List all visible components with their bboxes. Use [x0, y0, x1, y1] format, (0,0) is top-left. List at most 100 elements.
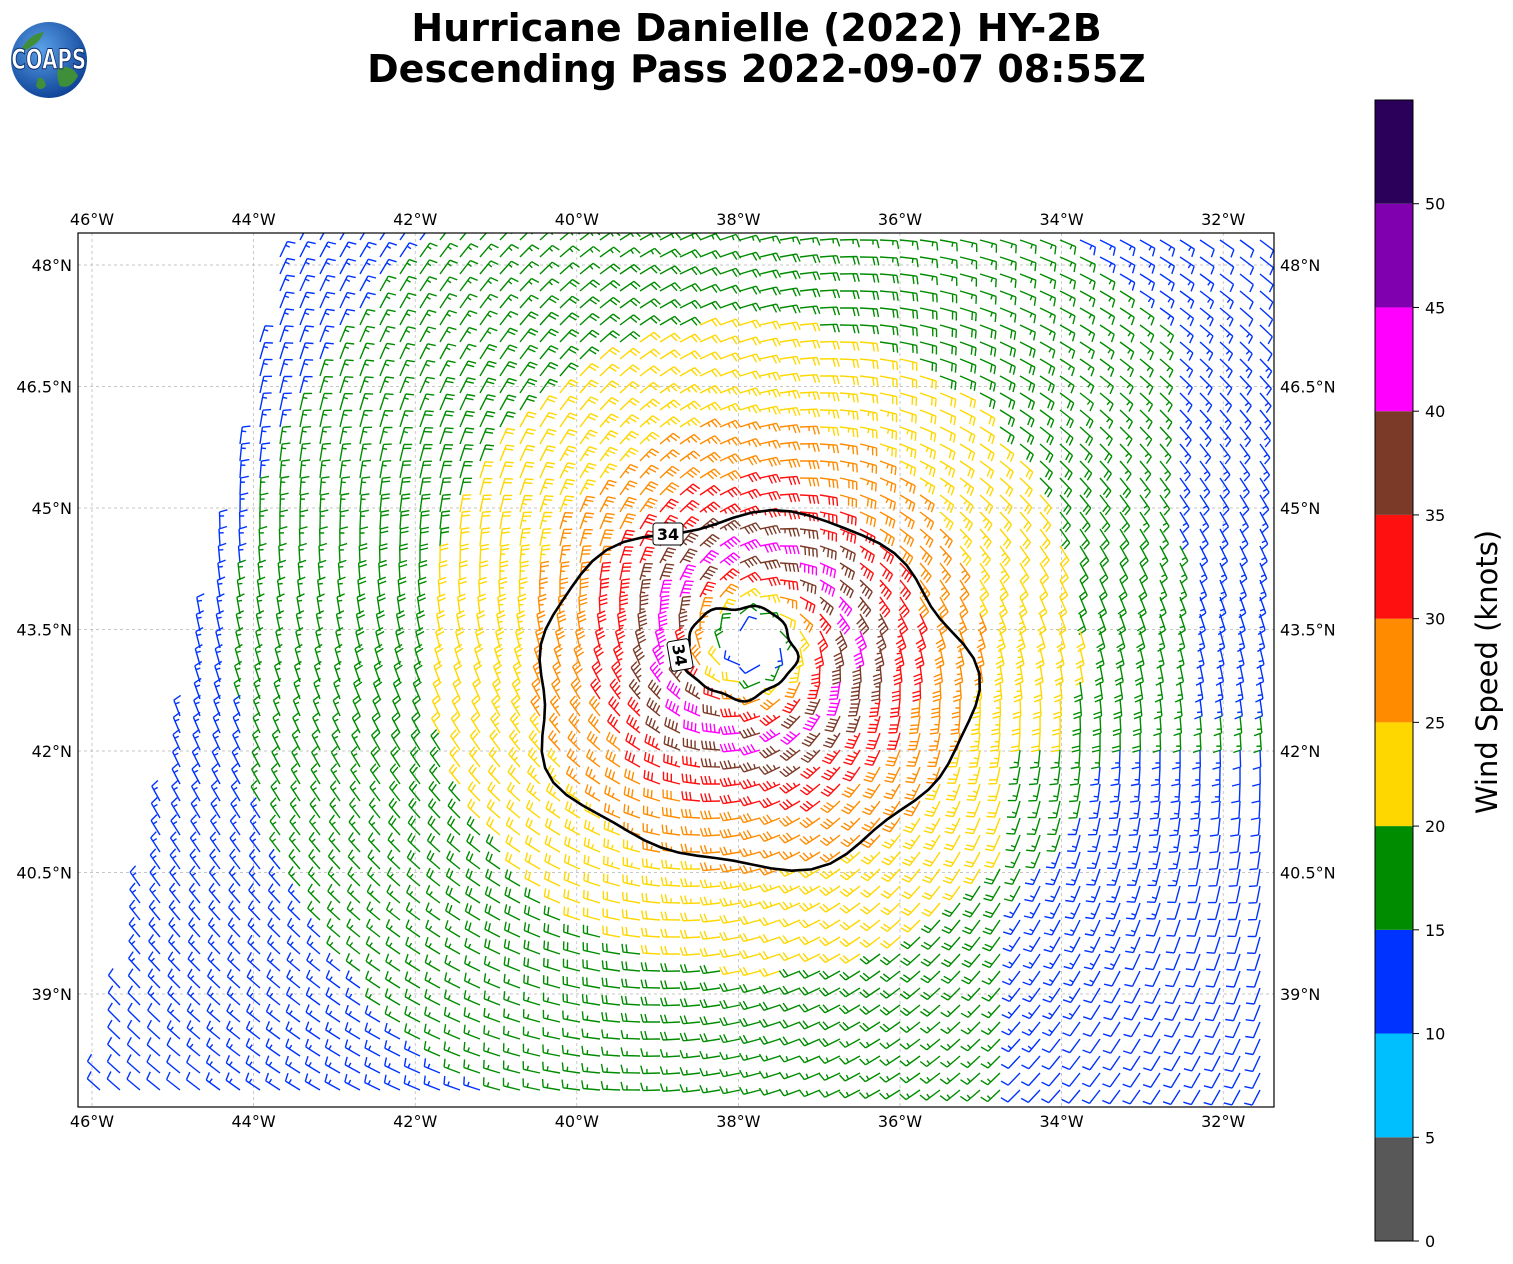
wind-barb	[463, 1024, 481, 1040]
wind-barb	[699, 384, 722, 395]
wind-barb	[1026, 834, 1041, 852]
wind-barb	[1119, 392, 1134, 412]
wind-barb	[641, 858, 661, 870]
wind-barb	[278, 526, 288, 547]
wind-barb	[819, 528, 838, 542]
wind-barb	[838, 1089, 861, 1099]
wind-barb	[1204, 1055, 1221, 1072]
wind-barb	[880, 902, 901, 916]
wind-barb	[759, 490, 781, 501]
wind-barb	[499, 233, 513, 241]
wind-barb	[1090, 749, 1101, 770]
wind-barb	[1059, 324, 1076, 342]
colorbar-bin	[1375, 1033, 1413, 1138]
wind-barb	[739, 336, 762, 346]
wind-barb	[1239, 375, 1253, 396]
wind-barb	[879, 375, 898, 388]
lat-tick-label-left: 43.5°N	[16, 621, 72, 640]
wind-barb	[1174, 681, 1184, 703]
wind-barb	[798, 936, 821, 946]
wind-barb	[275, 610, 285, 632]
wind-barb	[359, 308, 376, 326]
wind-barb	[1218, 596, 1227, 619]
wind-barb	[265, 1072, 281, 1091]
lon-tick-label-top: 46°W	[70, 210, 114, 229]
wind-barb	[499, 527, 511, 547]
wind-barb	[619, 414, 640, 428]
lat-tick-label-left: 46.5°N	[16, 378, 72, 397]
wind-barb	[297, 559, 307, 581]
wind-barb	[680, 808, 701, 819]
wind-barb	[880, 919, 901, 932]
wind-barb	[981, 987, 1001, 1002]
wind-barb	[799, 834, 821, 845]
wind-barb	[359, 233, 366, 241]
wind-barb	[659, 248, 682, 258]
wind-barb	[723, 650, 741, 666]
wind-barb	[252, 711, 261, 734]
wind-barb	[798, 1089, 821, 1098]
wind-barb	[522, 1061, 541, 1074]
wind-barb	[499, 310, 519, 326]
wind-barb	[1119, 443, 1133, 464]
wind-barb	[1139, 273, 1156, 292]
wind-barb	[850, 681, 861, 701]
wind-barb	[523, 974, 541, 989]
wind-barb	[271, 728, 281, 751]
wind-barb	[738, 727, 761, 739]
wind-barb	[298, 542, 308, 564]
wind-barb	[385, 953, 401, 972]
wind-barb	[799, 271, 821, 281]
wind-barb	[1159, 443, 1172, 465]
wind-barb	[619, 364, 641, 377]
wind-barb	[1124, 970, 1141, 987]
wind-barb	[569, 695, 581, 717]
wind-barb	[739, 488, 762, 500]
wind-barb	[1145, 936, 1161, 954]
wind-barb	[906, 749, 921, 767]
wind-barb	[1119, 358, 1135, 378]
wind-barb	[544, 835, 561, 853]
wind-barb	[935, 630, 947, 653]
wind-barb	[579, 396, 599, 411]
wind-barb	[899, 477, 916, 494]
wind-barb	[305, 1038, 321, 1057]
wind-barb	[347, 866, 361, 887]
wind-barb	[542, 1061, 561, 1074]
wind-barb	[719, 811, 741, 822]
wind-barb	[703, 685, 721, 700]
wind-barb	[445, 902, 461, 921]
wind-barb	[559, 312, 580, 326]
wind-barb	[1199, 511, 1210, 533]
wind-barb	[639, 298, 661, 309]
wind-barb	[499, 377, 517, 394]
wind-barb	[839, 953, 861, 964]
wind-barb	[1022, 987, 1041, 1003]
wind-barb	[1259, 307, 1274, 328]
wind-barb	[399, 543, 408, 564]
wind-barb	[879, 239, 900, 250]
wind-barb	[1138, 562, 1149, 585]
wind-barb	[1199, 426, 1212, 448]
wind-barb	[249, 814, 261, 836]
wind-barb	[859, 290, 880, 300]
wind-barb	[862, 783, 881, 799]
wind-barb	[195, 626, 204, 649]
wind-barb	[527, 747, 541, 768]
wind-barb	[415, 610, 426, 632]
wind-barb	[279, 425, 291, 445]
wind-barb	[189, 831, 201, 853]
wind-barb	[259, 509, 268, 530]
wind-barb	[1013, 681, 1023, 703]
wind-barb	[1066, 851, 1081, 869]
wind-barb	[331, 728, 341, 751]
wind-barb	[661, 859, 681, 870]
wind-barb	[986, 800, 1001, 818]
wind-barb	[504, 851, 521, 870]
wind-barb	[419, 309, 437, 326]
wind-barb	[590, 678, 602, 700]
wind-barb	[1004, 868, 1021, 885]
wind-barb	[246, 986, 261, 1006]
colorbar-bin	[1375, 203, 1413, 308]
wind-barb	[1002, 936, 1021, 952]
